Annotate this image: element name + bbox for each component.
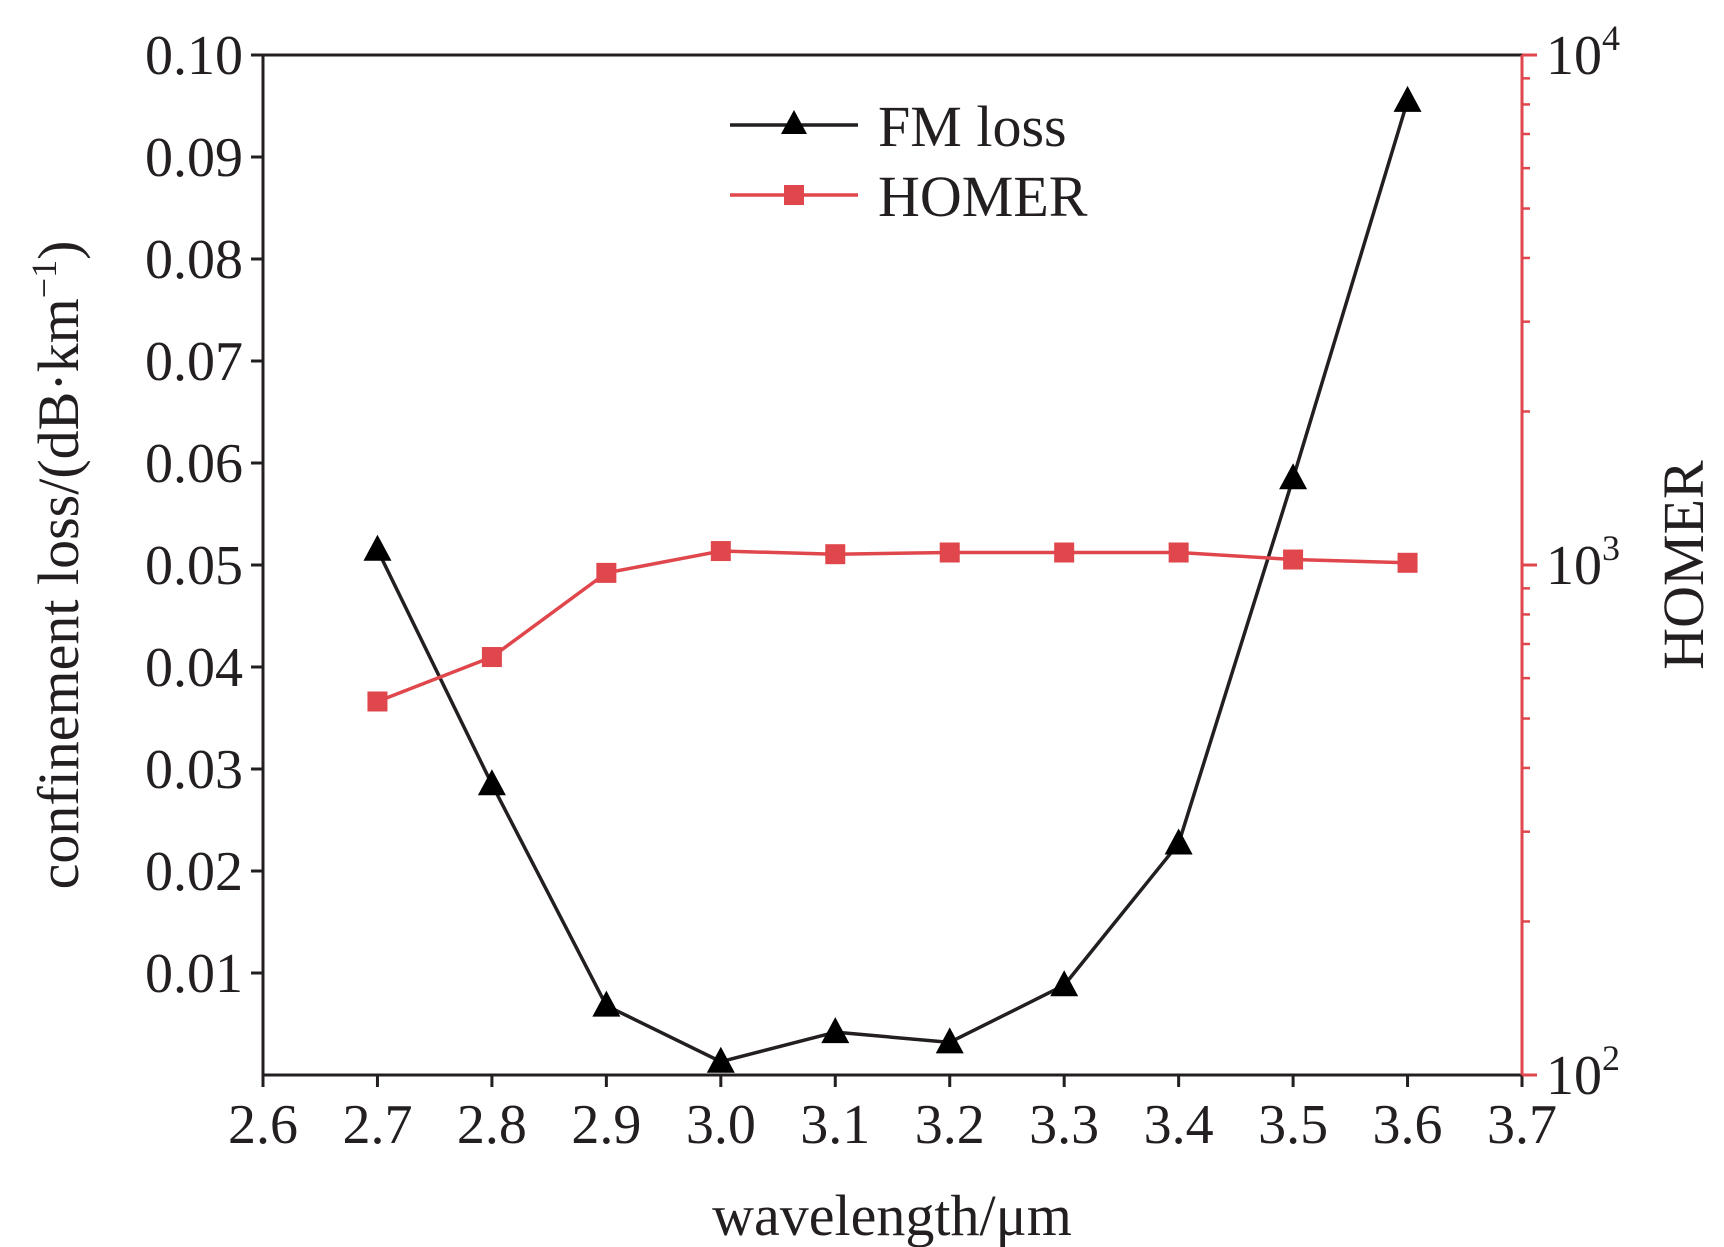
x-tick-label: 2.6: [228, 1094, 298, 1156]
fm-loss-point: [706, 1046, 735, 1073]
series-line-fm-loss: [375, 100, 1410, 1064]
x-tick-label: 3.7: [1487, 1094, 1557, 1156]
left-axis-ticks: 0.01 0.02 0.03 0.04 0.05 0.06 0.07 0.08 0.09 0.10: [145, 25, 263, 1005]
x-tick-label: 3.0: [686, 1094, 756, 1156]
y-left-tick-label: 0.03: [145, 739, 243, 801]
x-tick-label: 3.6: [1373, 1094, 1443, 1156]
legend-marker-square-icon: [784, 185, 804, 205]
fm-loss-point: [363, 534, 392, 561]
y-left-tick-label: 0.08: [145, 229, 243, 291]
series-layer: [363, 85, 1422, 1073]
y-left-tick-label: 0.05: [145, 535, 243, 597]
y-right-tick-base: 10: [1546, 535, 1602, 597]
y-left-tick-label: 0.02: [145, 841, 243, 903]
y-left-tick-label: 0.01: [145, 943, 243, 1005]
homer-point: [939, 542, 960, 563]
x-tick-label: 2.8: [457, 1094, 527, 1156]
homer-point: [481, 647, 502, 668]
y-left-tick-label: 0.06: [145, 433, 243, 495]
fm-loss-point: [935, 1027, 964, 1054]
x-tick-label: 2.7: [342, 1094, 412, 1156]
y-right-tick-base: 10: [1546, 1045, 1602, 1107]
x-tick-label: 2.9: [571, 1094, 641, 1156]
legend: FM loss HOMER: [730, 94, 1088, 229]
y-left-tick-label: 0.07: [145, 331, 243, 393]
x-axis-title: wavelength/μm: [712, 1183, 1072, 1247]
fm-loss-point: [592, 990, 621, 1017]
y-right-tick-label: 103: [1546, 528, 1620, 597]
y-right-tick-label: 104: [1546, 18, 1620, 87]
homer-point: [596, 562, 617, 583]
x-tick-label: 3.1: [800, 1094, 870, 1156]
right-axis-title: HOMER: [1651, 460, 1716, 670]
left-axis-title-superscript: −1: [24, 260, 64, 298]
left-axis-title-text: confinement loss/(dB·km: [26, 298, 91, 889]
homer-point: [1168, 542, 1189, 563]
y-right-tick-exponent: 2: [1602, 1038, 1620, 1078]
legend-marker-triangle-icon: [781, 110, 807, 134]
left-axis-title-suffix: ): [26, 241, 91, 260]
homer-point: [710, 541, 731, 562]
fm-loss-point: [1279, 463, 1308, 490]
fm-loss-point: [1164, 828, 1193, 855]
left-axis-title: confinement loss/(dB·km−1): [24, 241, 91, 890]
x-tick-label: 3.3: [1029, 1094, 1099, 1156]
fm-loss-point: [821, 1017, 850, 1044]
y-right-tick-base: 10: [1546, 25, 1602, 87]
y-right-tick-exponent: 3: [1602, 528, 1620, 568]
fm-loss-point: [1393, 85, 1422, 112]
homer-point: [825, 544, 846, 565]
y-left-tick-label: 0.09: [145, 127, 243, 189]
y-left-tick-label: 0.04: [145, 637, 243, 699]
homer-point: [1054, 542, 1075, 563]
x-axis-ticks: 2.6 2.7 2.8 2.9 3.0 3.1 3.2 3.3 3.4 3.5 3.6 3.7: [228, 1075, 1557, 1156]
y-right-tick-exponent: 4: [1602, 18, 1620, 58]
y-left-tick-label: 0.10: [145, 25, 243, 87]
x-tick-label: 3.2: [915, 1094, 985, 1156]
legend-label-fm-loss: FM loss: [878, 94, 1067, 159]
x-tick-label: 3.5: [1258, 1094, 1328, 1156]
x-tick-label: 3.4: [1144, 1094, 1214, 1156]
series-line-homer: [376, 549, 1408, 704]
homer-point: [1283, 549, 1304, 570]
fm-loss-point: [477, 769, 506, 796]
homer-point: [367, 691, 388, 712]
legend-label-homer: HOMER: [878, 164, 1088, 229]
y-right-tick-label: 102: [1546, 1038, 1620, 1107]
homer-point: [1397, 552, 1418, 573]
fm-loss-point: [1050, 970, 1079, 997]
